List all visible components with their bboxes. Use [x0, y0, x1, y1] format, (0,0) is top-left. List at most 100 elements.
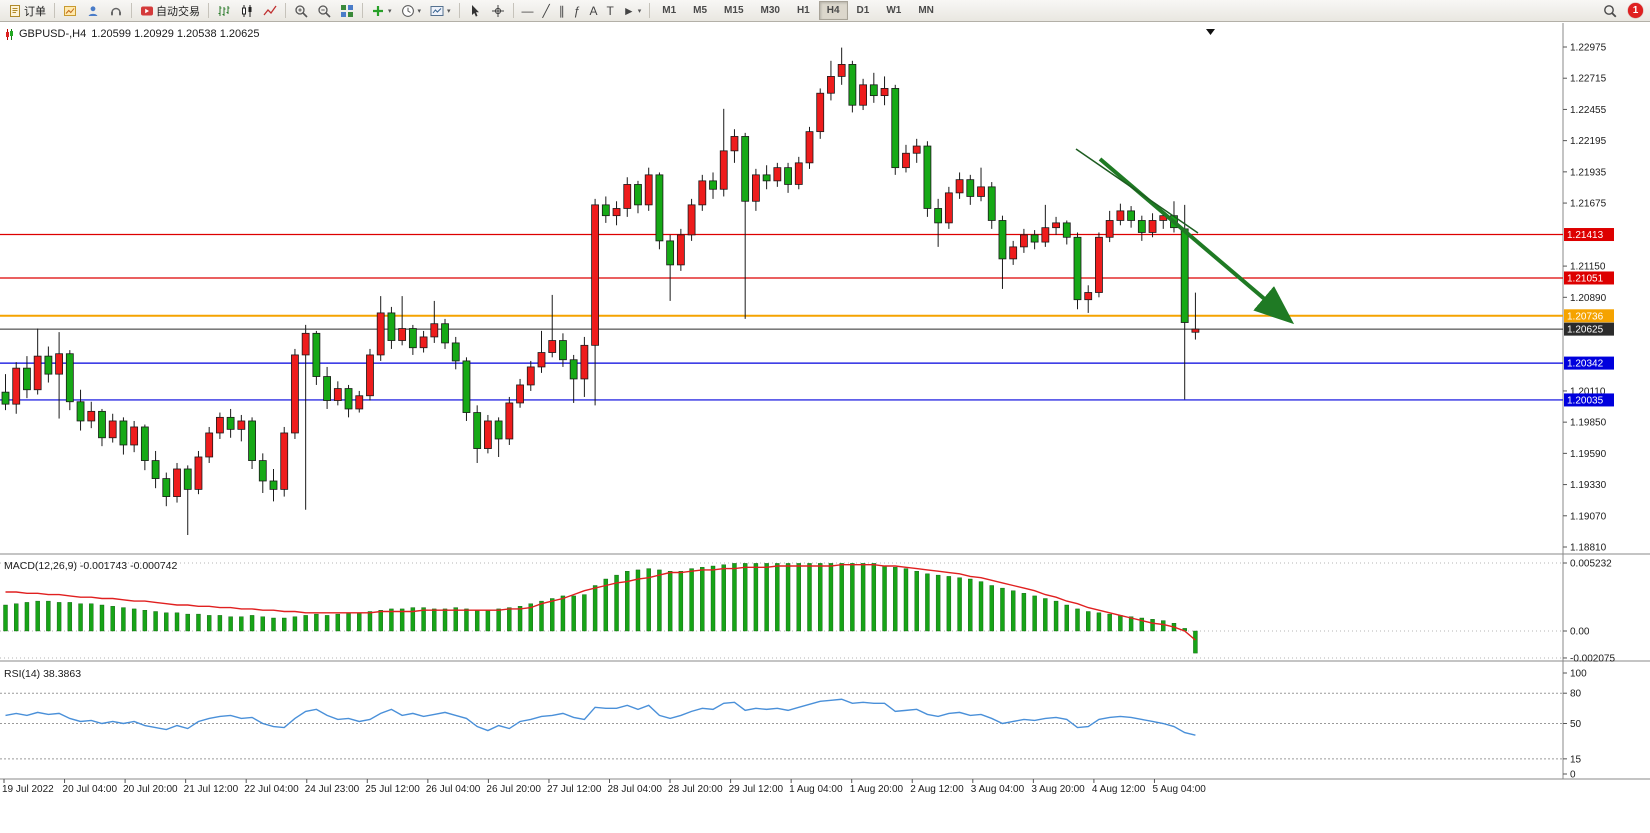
- svg-text:1.21935: 1.21935: [1570, 167, 1607, 178]
- bar-chart-button[interactable]: [213, 1, 235, 20]
- toolbar-groups: 订单 自动交易 ▾ ▾ ▾ — ╱ ∥ ƒ A T ► ▾ M1 M5 M15 M30 H1 H4 D1 W1 MN: [4, 1, 942, 20]
- svg-text:29 Jul 12:00: 29 Jul 12:00: [729, 784, 784, 795]
- horizontal-levels[interactable]: [0, 233, 1563, 401]
- svg-text:2 Aug 12:00: 2 Aug 12:00: [910, 784, 964, 795]
- scroll-marker-icon[interactable]: [1206, 29, 1215, 35]
- tf-w1-button-label: W1: [886, 5, 902, 16]
- toolbar-group: 自动交易: [136, 1, 204, 20]
- toolbar-separator: [512, 3, 514, 18]
- svg-text:100: 100: [1570, 669, 1587, 680]
- tf-m5-button-label: M5: [693, 5, 708, 16]
- svg-text:28 Jul 20:00: 28 Jul 20:00: [668, 784, 723, 795]
- toolbar-separator: [208, 3, 209, 18]
- svg-text:27 Jul 12:00: 27 Jul 12:00: [547, 784, 602, 795]
- svg-text:1.19330: 1.19330: [1570, 480, 1607, 491]
- search-button[interactable]: [1599, 1, 1621, 20]
- trendline-button[interactable]: ╱: [539, 1, 554, 20]
- svg-text:1.21051: 1.21051: [1567, 273, 1604, 284]
- tf-mn-button[interactable]: MN: [910, 1, 942, 20]
- text-button[interactable]: A: [585, 1, 601, 20]
- horizontal-line-button[interactable]: —: [518, 1, 538, 20]
- chart-canvas[interactable]: 1.22975 1.22715 1.22455 1.22195 1.21935 1.216…: [0, 23, 1650, 833]
- svg-text:25 Jul 12:00: 25 Jul 12:00: [365, 784, 420, 795]
- profile-button[interactable]: [82, 1, 104, 20]
- pivot-line-tag: [1564, 309, 1614, 323]
- label-button[interactable]: T: [602, 1, 617, 20]
- zoom-out-icon: [317, 4, 331, 18]
- support-button[interactable]: [105, 1, 127, 20]
- candlestick-chart-button[interactable]: [236, 1, 258, 20]
- chart-area[interactable]: 1.22975 1.22715 1.22455 1.22195 1.21935 1.216…: [0, 23, 1650, 833]
- fibonacci-button[interactable]: ƒ: [570, 1, 585, 20]
- toolbar-group: ▾ ▾ ▾: [367, 1, 455, 20]
- toolbar-group: [464, 1, 509, 20]
- svg-text:1.19850: 1.19850: [1570, 418, 1607, 429]
- svg-text:1.20035: 1.20035: [1567, 395, 1604, 406]
- toolbar-group: [213, 1, 281, 20]
- svg-text:3 Aug 04:00: 3 Aug 04:00: [971, 784, 1025, 795]
- auto-trading-button[interactable]: 自动交易: [136, 1, 204, 20]
- svg-text:1.20625: 1.20625: [1567, 325, 1604, 336]
- tf-m1-button-label: M1: [662, 5, 677, 16]
- chart-annotations[interactable]: [1075, 148, 1295, 325]
- time-scale[interactable]: 19 Jul 2022 20 Jul 04:00 20 Jul 20:00 21 Ju…: [2, 779, 1206, 795]
- cursor-button[interactable]: [464, 1, 486, 20]
- svg-text:0.005232: 0.005232: [1570, 558, 1612, 569]
- tf-h4-button[interactable]: H4: [818, 1, 848, 20]
- svg-text:20 Jul 20:00: 20 Jul 20:00: [123, 784, 178, 795]
- chevron-down-icon: ▾: [637, 7, 642, 15]
- zoom-in-button[interactable]: [290, 1, 312, 20]
- clock-icon: [401, 4, 415, 18]
- svg-text:26 Jul 20:00: 26 Jul 20:00: [486, 784, 541, 795]
- arrows-button[interactable]: ► ▾: [619, 1, 645, 20]
- price-scale[interactable]: 1.22975 1.22715 1.22455 1.22195 1.21935 1.216…: [1563, 43, 1614, 554]
- trend-line[interactable]: [1075, 148, 1199, 234]
- trendline-icon: ╱: [542, 3, 550, 18]
- profile-icon: [86, 4, 100, 18]
- tf-m1-button[interactable]: M1: [654, 1, 684, 20]
- chart-window-button[interactable]: [59, 1, 81, 20]
- templates-button[interactable]: ▾: [426, 1, 455, 20]
- svg-text:1.22455: 1.22455: [1570, 105, 1607, 116]
- zoom-in-icon: [294, 4, 308, 18]
- tf-m30-button[interactable]: M30: [753, 1, 788, 20]
- toolbar-right: 1: [1599, 1, 1646, 20]
- channel-button[interactable]: ∥: [555, 1, 569, 20]
- tf-w1-button[interactable]: W1: [878, 1, 909, 20]
- macd-pane: 0.005232 0.00 -0.002075: [0, 558, 1615, 664]
- svg-text:15: 15: [1570, 754, 1582, 765]
- svg-text:20 Jul 04:00: 20 Jul 04:00: [63, 784, 118, 795]
- svg-text:1.21413: 1.21413: [1567, 230, 1604, 241]
- bars-icon: [217, 4, 231, 18]
- support-line-lower-tag: [1564, 393, 1614, 407]
- tf-d1-button[interactable]: D1: [849, 1, 878, 20]
- tile-windows-button[interactable]: [336, 1, 358, 20]
- tf-m5-button[interactable]: M5: [685, 1, 715, 20]
- tf-h4-button-label: H4: [826, 5, 840, 16]
- svg-text:0.00: 0.00: [1570, 627, 1590, 638]
- zoom-out-button[interactable]: [313, 1, 335, 20]
- horizontal-line-icon: —: [521, 3, 534, 18]
- crosshair-button[interactable]: [487, 1, 509, 20]
- svg-text:1.20110: 1.20110: [1570, 386, 1606, 397]
- svg-text:1.22715: 1.22715: [1570, 74, 1607, 85]
- svg-text:26 Jul 04:00: 26 Jul 04:00: [426, 784, 481, 795]
- cursor-icon: [468, 4, 482, 18]
- tile-icon: [340, 4, 354, 18]
- svg-text:1 Aug 20:00: 1 Aug 20:00: [850, 784, 904, 795]
- line-chart-button[interactable]: [259, 1, 281, 20]
- periods-button[interactable]: ▾: [397, 1, 426, 20]
- svg-text:24 Jul 23:00: 24 Jul 23:00: [305, 784, 360, 795]
- tf-h1-button[interactable]: H1: [789, 1, 818, 20]
- template-icon: [430, 4, 444, 18]
- toolbar-separator: [362, 3, 363, 18]
- toolbar-separator: [649, 3, 651, 18]
- tf-m15-button[interactable]: M15: [716, 1, 751, 20]
- new-order-button[interactable]: 订单: [4, 1, 50, 20]
- notifications-badge[interactable]: 1: [1628, 3, 1643, 18]
- tf-d1-button-label: D1: [856, 5, 870, 16]
- svg-text:-0.002075: -0.002075: [1570, 653, 1615, 664]
- trend-arrow[interactable]: [1098, 157, 1295, 325]
- indicators-button[interactable]: ▾: [367, 1, 396, 20]
- arrows-icon: ►: [622, 3, 635, 18]
